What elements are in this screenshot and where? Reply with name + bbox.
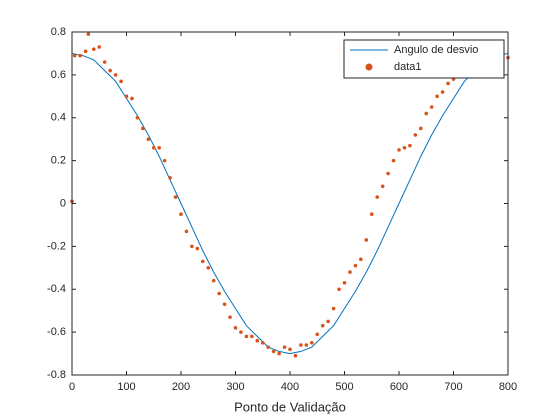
point xyxy=(429,105,434,109)
point xyxy=(337,287,341,292)
point xyxy=(168,175,172,180)
point xyxy=(151,145,156,150)
point xyxy=(157,145,161,150)
point xyxy=(282,345,287,349)
point xyxy=(108,68,112,73)
point xyxy=(179,212,183,217)
point xyxy=(402,145,407,150)
x-tick-label: 800 xyxy=(499,381,517,393)
point xyxy=(255,338,260,343)
point xyxy=(233,326,238,330)
x-axis-label: Ponto de Validação xyxy=(234,399,346,414)
point xyxy=(386,171,390,176)
x-tick-label: 700 xyxy=(444,381,462,393)
x-tick-label: 400 xyxy=(281,381,299,393)
point xyxy=(92,47,96,51)
point xyxy=(113,73,118,77)
y-tick-label: 0.2 xyxy=(51,155,66,167)
y-tick-label: 0.4 xyxy=(51,112,66,124)
y-tick-label: -0.8 xyxy=(47,369,66,381)
point xyxy=(195,246,200,251)
point xyxy=(260,341,265,345)
x-tick-label: 100 xyxy=(117,381,135,393)
point xyxy=(320,323,325,328)
point xyxy=(359,257,363,262)
point xyxy=(201,259,205,264)
point xyxy=(391,158,396,163)
point xyxy=(239,330,243,334)
legend: Angulo de desvio data1 xyxy=(343,39,505,79)
x-tick-label: 500 xyxy=(335,381,353,393)
point xyxy=(419,126,423,131)
legend-label: data1 xyxy=(394,61,422,73)
point xyxy=(315,332,320,337)
point xyxy=(331,306,336,311)
point xyxy=(184,229,189,234)
point xyxy=(266,345,271,349)
point xyxy=(86,32,91,36)
point xyxy=(364,238,369,242)
point xyxy=(293,353,298,358)
point xyxy=(102,60,107,64)
x-tick-label: 0 xyxy=(69,381,75,393)
y-tick-label: -0.2 xyxy=(47,240,66,252)
point xyxy=(141,126,145,131)
point xyxy=(130,96,134,101)
point xyxy=(342,281,347,285)
point xyxy=(124,94,129,99)
point xyxy=(72,53,77,58)
y-tick-label: 0 xyxy=(60,197,66,209)
point xyxy=(277,351,281,356)
point xyxy=(211,278,216,283)
point xyxy=(83,49,88,54)
legend-box xyxy=(343,39,505,79)
point xyxy=(348,270,352,274)
point xyxy=(135,115,140,120)
point xyxy=(369,212,374,217)
point xyxy=(244,334,249,339)
point xyxy=(173,195,178,199)
point xyxy=(299,343,303,347)
x-tick-label: 600 xyxy=(390,381,408,393)
x-tick-label: 200 xyxy=(172,381,190,393)
y-tick-label: 0.6 xyxy=(51,69,66,81)
point xyxy=(435,94,439,99)
point xyxy=(271,349,276,354)
point xyxy=(78,53,82,58)
point xyxy=(424,111,429,116)
point xyxy=(353,263,358,268)
point xyxy=(119,79,123,84)
point xyxy=(162,158,167,163)
point xyxy=(190,244,194,249)
point xyxy=(375,195,380,199)
x-tick-label: 300 xyxy=(226,381,244,393)
point xyxy=(440,90,445,94)
axes-box xyxy=(71,31,509,376)
point xyxy=(380,184,385,189)
point xyxy=(97,45,102,49)
point xyxy=(217,291,221,296)
plot-area xyxy=(72,32,508,375)
point xyxy=(326,319,330,324)
point xyxy=(304,343,309,347)
point xyxy=(413,133,418,137)
y-tick-label: -0.6 xyxy=(47,326,66,338)
legend-swatch xyxy=(365,63,373,71)
point xyxy=(206,266,211,270)
y-tick-label: -0.4 xyxy=(47,283,66,295)
point xyxy=(250,334,254,339)
point xyxy=(397,148,401,152)
point xyxy=(228,315,232,319)
point xyxy=(408,143,412,148)
point xyxy=(446,81,450,86)
legend-label: Angulo de desvio xyxy=(394,44,478,56)
y-tick-label: 0.8 xyxy=(51,26,66,38)
line xyxy=(71,52,509,355)
point xyxy=(310,341,314,345)
point xyxy=(222,302,227,307)
point xyxy=(146,137,151,141)
point xyxy=(288,347,292,352)
